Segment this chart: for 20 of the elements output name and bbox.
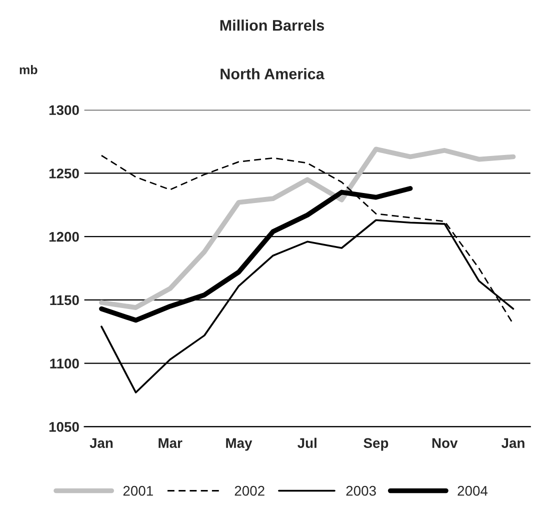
legend-label: 2001 (123, 486, 153, 496)
y-tick-label: 1300 (49, 105, 79, 116)
y-tick-label: 1200 (49, 232, 79, 242)
legend-label: 2004 (458, 486, 488, 496)
x-tick-label: Nov (432, 438, 458, 448)
y-tick-label: 1150 (50, 295, 79, 306)
chart-subtitle: North America (220, 68, 324, 80)
x-tick-label: Sep (364, 438, 388, 451)
x-tick-label: Jan (501, 438, 524, 448)
legend-label: 2002 (234, 486, 264, 496)
x-tick-label: Jul (298, 438, 316, 448)
legend-label: 2003 (346, 486, 376, 496)
x-tick-label: Mar (158, 438, 182, 448)
y-tick-label: 1250 (49, 168, 79, 178)
y-axis-title: mb (20, 65, 38, 74)
y-tick-label: 1100 (50, 358, 79, 368)
x-tick-label: Jan (90, 438, 113, 448)
x-tick-label: May (226, 438, 252, 451)
y-tick-label: 1050 (49, 422, 79, 432)
chart-title: Million Barrels (220, 20, 324, 31)
